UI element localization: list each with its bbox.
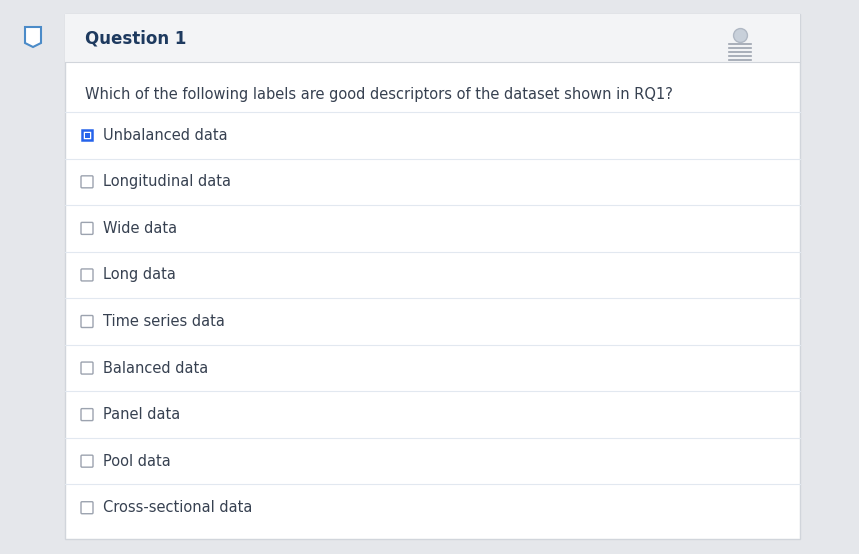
- Text: Pool data: Pool data: [103, 454, 171, 469]
- Text: Long data: Long data: [103, 268, 176, 283]
- Text: Balanced data: Balanced data: [103, 361, 208, 376]
- Polygon shape: [25, 27, 41, 47]
- FancyBboxPatch shape: [81, 315, 93, 327]
- Text: Time series data: Time series data: [103, 314, 225, 329]
- Text: Which of the following labels are good descriptors of the dataset shown in RQ1?: Which of the following labels are good d…: [85, 86, 673, 101]
- Bar: [84, 133, 89, 138]
- Text: Longitudinal data: Longitudinal data: [103, 175, 231, 189]
- Text: Wide data: Wide data: [103, 221, 177, 236]
- FancyBboxPatch shape: [81, 409, 93, 420]
- Text: Question 1: Question 1: [85, 29, 186, 47]
- FancyBboxPatch shape: [81, 362, 93, 374]
- Text: Unbalanced data: Unbalanced data: [103, 128, 228, 143]
- Text: Panel data: Panel data: [103, 407, 180, 422]
- Bar: [82, 130, 92, 140]
- FancyBboxPatch shape: [81, 269, 93, 281]
- FancyBboxPatch shape: [81, 222, 93, 234]
- FancyBboxPatch shape: [81, 176, 93, 188]
- FancyBboxPatch shape: [81, 455, 93, 467]
- FancyBboxPatch shape: [81, 502, 93, 514]
- FancyBboxPatch shape: [65, 14, 800, 539]
- FancyBboxPatch shape: [65, 14, 800, 62]
- Text: Cross-sectional data: Cross-sectional data: [103, 500, 253, 515]
